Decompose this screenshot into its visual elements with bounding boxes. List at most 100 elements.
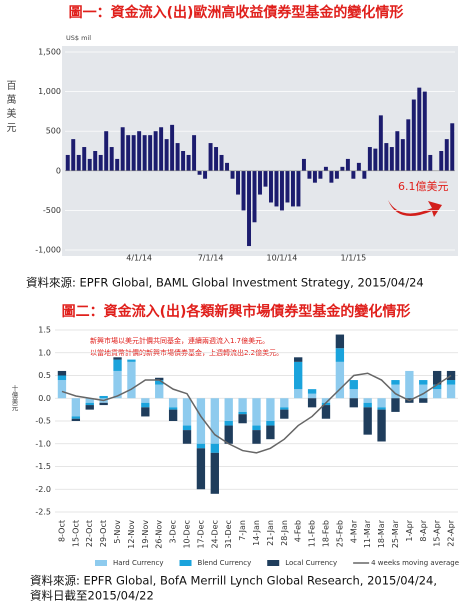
bar-segment bbox=[321, 402, 331, 406]
bar-segment bbox=[419, 384, 428, 399]
bar-segment bbox=[155, 377, 164, 381]
bar bbox=[93, 151, 98, 171]
chart-title: 圖一：資金流入(出)歐洲高收益債券型基金的變化情形 bbox=[69, 4, 404, 21]
bar bbox=[208, 143, 213, 171]
bar-segment bbox=[432, 370, 442, 385]
bar bbox=[395, 131, 400, 171]
x-tick-label: 11-Feb bbox=[308, 520, 317, 547]
bar-segment bbox=[155, 384, 164, 399]
bar bbox=[301, 158, 306, 171]
bar-segment bbox=[377, 409, 386, 442]
bar-segment bbox=[252, 430, 261, 444]
bar-segment bbox=[391, 380, 400, 385]
bar bbox=[389, 147, 394, 171]
annotation-arrow bbox=[388, 200, 442, 217]
bar-segment bbox=[224, 398, 233, 421]
bar bbox=[334, 170, 339, 179]
bar-segment bbox=[307, 398, 317, 408]
bar-segment bbox=[419, 380, 428, 385]
bar bbox=[362, 170, 367, 179]
bar bbox=[214, 147, 219, 171]
x-tick-label: 26-Nov bbox=[155, 520, 164, 549]
y-tick-label: 0.5 bbox=[38, 371, 51, 380]
bar bbox=[175, 143, 180, 171]
bar-segment bbox=[377, 407, 386, 410]
bar bbox=[87, 158, 92, 171]
bar-segment bbox=[182, 425, 192, 431]
x-tick-label: 5-Nov bbox=[113, 520, 122, 544]
bar bbox=[71, 139, 76, 171]
x-tick-label: 12-Nov bbox=[127, 520, 136, 549]
bar-segment bbox=[349, 398, 358, 408]
bar bbox=[131, 135, 136, 171]
x-tick-label: 29-Oct bbox=[99, 520, 108, 547]
bar-segment bbox=[280, 409, 289, 419]
bar-segment bbox=[266, 421, 275, 426]
bar bbox=[290, 170, 295, 207]
bar-segment bbox=[432, 389, 442, 399]
bar-segment bbox=[99, 395, 108, 399]
bar-segment bbox=[210, 398, 219, 444]
bar-segment bbox=[446, 380, 456, 385]
legend-label: Local Currency bbox=[285, 559, 337, 567]
bar bbox=[450, 123, 455, 171]
y-tick-label: -1.5 bbox=[35, 462, 51, 471]
bar bbox=[76, 154, 81, 171]
bar bbox=[274, 170, 279, 207]
bar-segment bbox=[252, 425, 261, 431]
bar bbox=[104, 131, 109, 171]
bar-segment bbox=[280, 398, 289, 408]
x-tick-label: 22-Oct bbox=[85, 520, 94, 547]
x-tick-label: 3-Dec bbox=[169, 520, 178, 543]
x-tick-label: 28-Jan bbox=[280, 520, 289, 546]
bar bbox=[340, 166, 345, 171]
annotation: 6.1億美元 bbox=[398, 180, 449, 193]
bar bbox=[126, 135, 131, 171]
bar bbox=[439, 151, 444, 171]
chart-title: 圖二：資金流入(出)各類新興市場債券型基金的變化情形 bbox=[62, 303, 411, 320]
x-tick-label: 7-Jan bbox=[238, 520, 247, 541]
bar-segment bbox=[57, 370, 67, 376]
legend-swatch bbox=[267, 560, 280, 566]
x-tick-label: 10/1/14 bbox=[267, 254, 298, 263]
bar-segment bbox=[294, 361, 303, 390]
bar-segment bbox=[196, 398, 206, 444]
y-tick-label: -0.5 bbox=[35, 417, 51, 426]
bar bbox=[263, 170, 268, 187]
source: 資料來源: EPFR Global, BAML Global Investmen… bbox=[26, 276, 424, 290]
legend-label: Hard Currency bbox=[113, 559, 164, 567]
bar-segment bbox=[71, 418, 81, 421]
bar-segment bbox=[113, 359, 122, 371]
bar bbox=[192, 135, 197, 171]
bar-segment bbox=[335, 334, 345, 349]
bar bbox=[318, 170, 323, 179]
source: 資料日截至2015/04/22 bbox=[30, 589, 154, 603]
bar-segment bbox=[321, 398, 331, 403]
x-tick-label: 19-Nov bbox=[141, 520, 150, 549]
bar bbox=[186, 154, 191, 171]
bar bbox=[65, 154, 70, 171]
y-tick-label: 1.5 bbox=[38, 326, 51, 335]
bar bbox=[400, 139, 405, 171]
bar bbox=[378, 115, 383, 171]
note: 新興市場以美元計價共同基金，連續兩週流入1.7億美元。 bbox=[90, 336, 269, 345]
bar-segment bbox=[168, 407, 178, 410]
bar bbox=[247, 170, 251, 247]
bar-segment bbox=[168, 409, 178, 421]
bar bbox=[422, 91, 427, 171]
bar bbox=[351, 170, 356, 179]
x-tick-label: 11-Mar bbox=[363, 519, 372, 548]
bar bbox=[373, 148, 378, 171]
bar-segment bbox=[182, 398, 192, 426]
bar-segment bbox=[57, 375, 67, 381]
bar bbox=[236, 170, 241, 195]
y-tick-label: -500 bbox=[43, 206, 61, 215]
bar-segment bbox=[141, 407, 150, 417]
bar-segment bbox=[405, 370, 414, 399]
bar bbox=[296, 170, 301, 207]
bar-segment bbox=[196, 448, 206, 490]
y-tick-label: 0.0 bbox=[38, 394, 51, 403]
source: 資料來源: EPFR Global, BofA Merrill Lynch Gl… bbox=[30, 574, 437, 588]
bar-segment bbox=[196, 443, 206, 449]
bar bbox=[203, 170, 208, 179]
